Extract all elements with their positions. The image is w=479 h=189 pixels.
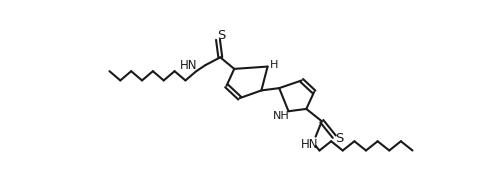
Text: HN: HN <box>301 138 318 151</box>
Text: NH: NH <box>273 111 290 121</box>
Text: HN: HN <box>180 59 198 71</box>
Text: S: S <box>217 29 225 42</box>
Text: H: H <box>270 60 278 70</box>
Text: S: S <box>335 132 343 146</box>
